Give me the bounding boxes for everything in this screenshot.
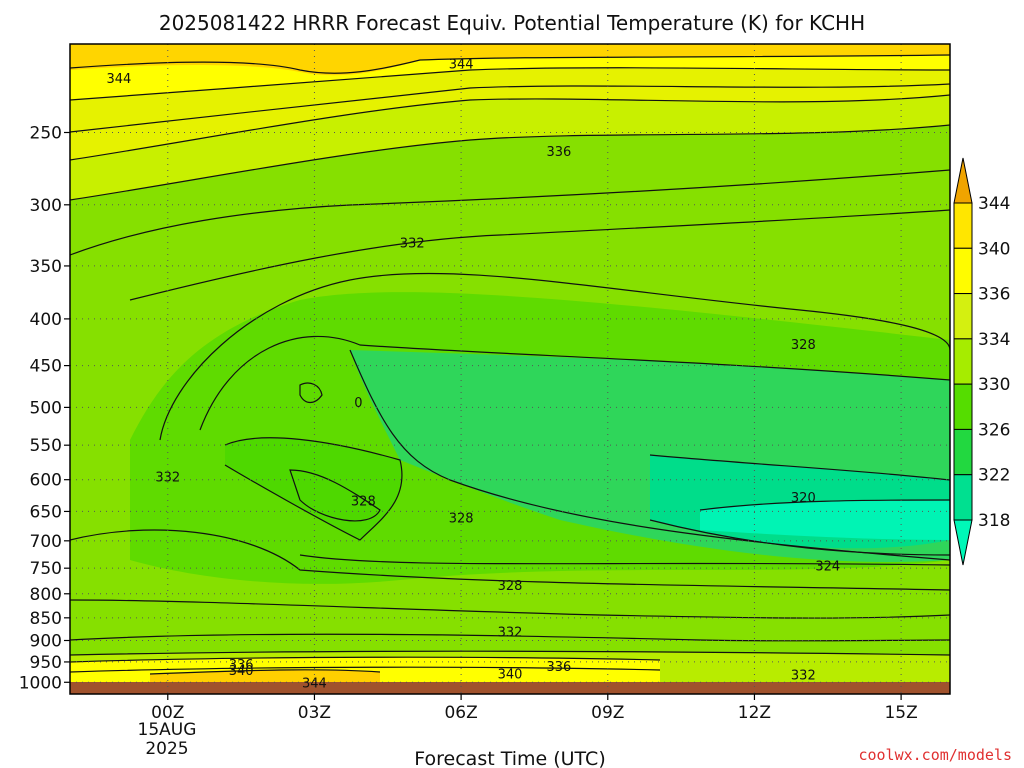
y-tick-label: 800	[30, 585, 62, 605]
colorbar-bottom-arrow	[953, 519, 973, 566]
contour-label: 340	[229, 664, 254, 679]
contour-label: 332	[155, 470, 180, 485]
contour-label: 336	[546, 660, 571, 675]
y-tick-label: 900	[30, 631, 62, 651]
x-tick-label: 00Z	[151, 703, 184, 723]
colorbar-segment	[953, 247, 973, 295]
contour-line	[70, 94, 950, 161]
contour-line	[129, 209, 950, 301]
contour-lines	[70, 54, 950, 675]
contour-label: 344	[106, 72, 131, 87]
y-tick-label: 850	[30, 609, 62, 629]
y-tick-label: 400	[30, 310, 62, 330]
grid	[70, 44, 950, 694]
contour-label: 320	[791, 491, 816, 506]
x-axis-label: Forecast Time (UTC)	[414, 748, 605, 768]
colorbar-label: 322	[978, 466, 1010, 486]
colorbar-segment	[953, 202, 973, 249]
x-date-year: 2025	[145, 739, 188, 759]
contour-line	[70, 67, 950, 101]
contour-label: 336	[229, 658, 254, 673]
contour-label: 328	[351, 494, 376, 509]
y-tick-label: 350	[30, 257, 62, 277]
contour-field	[70, 44, 950, 694]
y-tick-label: 600	[30, 471, 62, 491]
contour-line	[70, 83, 950, 133]
contour-line	[70, 666, 661, 673]
colorbar-label: 330	[978, 375, 1010, 395]
contour-line	[289, 469, 381, 522]
contour-label: 336	[546, 145, 571, 160]
y-tick-label: 550	[30, 436, 62, 456]
contour-line	[224, 437, 403, 541]
x-axis: 00Z 03Z 06Z 09Z 12Z 15Z	[151, 694, 918, 723]
plot-frame	[69, 43, 951, 695]
y-tick-label: 700	[30, 532, 62, 552]
y-tick-label: 500	[30, 398, 62, 418]
colorbar-segment	[953, 428, 973, 476]
x-tick-label: 03Z	[298, 703, 331, 723]
contour-line	[70, 650, 950, 656]
contour-labels: 344 344 336 332 328 0 332 328 328 320 324 328 332 336…	[106, 57, 840, 691]
x-date-day: 15AUG	[138, 720, 197, 740]
contour-line	[199, 335, 950, 431]
contour-line	[70, 529, 950, 591]
contour-label: 332	[791, 668, 816, 683]
y-tick-label: 650	[30, 502, 62, 522]
contour-line	[149, 669, 381, 675]
contour-label: 340	[498, 667, 523, 682]
contour-label: 324	[815, 560, 840, 575]
contour-label: 328	[449, 511, 474, 526]
y-tick-label: 750	[30, 559, 62, 579]
colorbar-label: 326	[978, 420, 1010, 440]
contour-line	[70, 124, 950, 201]
y-tick-label: 300	[30, 196, 62, 216]
colorbar-segment	[953, 474, 973, 521]
contour-line	[649, 454, 950, 481]
y-axis: 2503003504004505005506006507007508008509…	[19, 123, 70, 693]
low-band-orange	[150, 669, 380, 682]
x-tick-label: 09Z	[591, 703, 624, 723]
colorbar-label: 340	[978, 239, 1010, 259]
contour-line	[70, 633, 950, 642]
contour-line	[70, 599, 950, 619]
x-tick-label: 15Z	[884, 703, 917, 723]
colorbar-segment	[953, 338, 973, 385]
colorbar-label: 336	[978, 285, 1010, 305]
y-tick-label: 950	[30, 653, 62, 673]
y-tick-label: 250	[30, 123, 62, 143]
colorbar-label: 318	[978, 511, 1010, 531]
contour-line	[70, 656, 661, 663]
contour-line	[299, 382, 323, 404]
contour-line	[70, 54, 950, 74]
contour-label: 332	[400, 237, 425, 252]
y-tick-label: 450	[30, 357, 62, 377]
contour-line	[649, 519, 950, 556]
colorbar-segment	[953, 293, 973, 340]
y-tick-label: 1000	[19, 673, 62, 693]
credit: coolwx.com/models	[858, 746, 1012, 764]
contour-line	[159, 272, 950, 441]
contour-label: 328	[498, 579, 523, 594]
left-cell	[225, 437, 402, 540]
colorbar-top-arrow	[953, 157, 973, 204]
colorbar-label: 344	[978, 194, 1010, 214]
chart-title: 2025081422 HRRR Forecast Equiv. Potentia…	[159, 11, 865, 35]
cool-core-3	[700, 500, 950, 540]
x-tick-label: 06Z	[444, 703, 477, 723]
contour-label: 344	[449, 57, 474, 72]
contour-label: 344	[302, 676, 327, 691]
colorbar-segment	[953, 383, 973, 430]
contour-label: 0	[354, 396, 362, 411]
contour-line	[299, 554, 950, 566]
contour-line	[699, 499, 950, 511]
contour-line	[70, 169, 950, 256]
contour-label: 332	[498, 626, 523, 641]
x-tick-label: 12Z	[738, 703, 771, 723]
ground	[70, 682, 950, 694]
colorbar: 344 340 336 334 330 326 322 318	[953, 157, 1010, 566]
colorbar-label: 334	[978, 330, 1010, 350]
contour-label: 328	[791, 338, 816, 353]
